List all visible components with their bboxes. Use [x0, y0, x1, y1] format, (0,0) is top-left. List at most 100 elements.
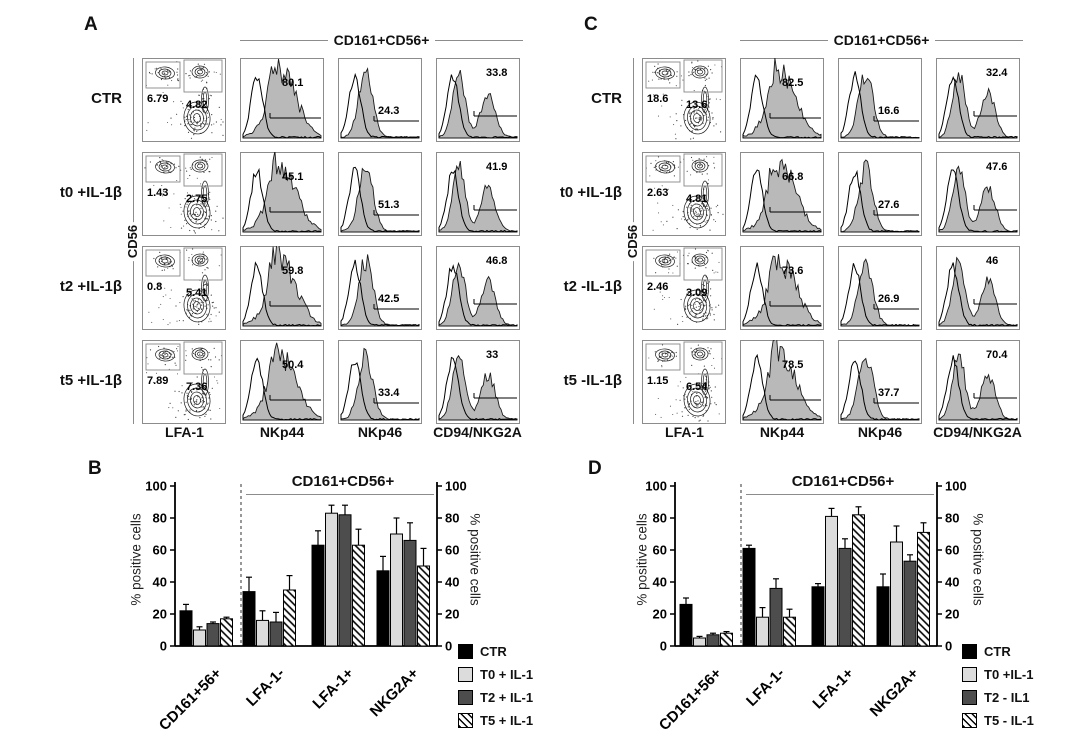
hist-value: 42.5 [378, 293, 399, 305]
bar-CD161+56+-CTR [179, 610, 193, 647]
bar-CD161+56+-T0 + IL-1 [193, 629, 206, 647]
bar-NKG2A+-CTR [376, 570, 390, 647]
ytick-label-right: 100 [445, 479, 467, 494]
hist-value: 33.8 [486, 67, 507, 79]
histogram-plot: 26.9 [838, 246, 922, 330]
legend-swatch [458, 690, 473, 705]
panel-a-letter: A [84, 14, 98, 35]
category-label: CD161+56+ [656, 665, 725, 734]
panel-a-yaxis-label: CD56 [125, 221, 141, 261]
flow-row-label: t2 -IL-1β [563, 278, 622, 295]
legend-swatch [458, 667, 473, 682]
contour-plot: 0.8 5.41 [142, 246, 226, 330]
ytick-label-right: 40 [445, 575, 459, 590]
ytick-label-left: 80 [153, 511, 167, 526]
histogram-plot: 33.4 [338, 340, 422, 424]
gate-value-right: 6.54 [686, 381, 708, 393]
panel-c-letter: C [584, 14, 598, 35]
xaxis-label-lfa1: LFA-1 [165, 424, 204, 440]
bar-LFA-1+-T5 - IL-1 [852, 514, 865, 647]
histogram-plot: 37.7 [838, 340, 922, 424]
legend-swatch [962, 644, 977, 659]
ytick-label-right: 20 [445, 607, 459, 622]
panel-b-bracket-title: CD161+CD56+ [291, 473, 395, 490]
ytick-label-left: 60 [153, 543, 167, 558]
bar-NKG2A+-T0 +IL-1 [890, 541, 903, 647]
ytick-label-right: 60 [945, 543, 959, 558]
panel-a-header-text: CD161+CD56+ [333, 32, 430, 48]
hist-value: 32.4 [986, 67, 1008, 79]
category-label: LFA-1- [743, 665, 788, 710]
gate-value-left: 7.89 [147, 375, 168, 387]
contour-plot: 2.46 3.09 [642, 246, 726, 330]
hist-value: 27.6 [878, 199, 899, 211]
panel-c-yaxis-label: CD56 [625, 221, 641, 261]
ytick-label-left: 0 [660, 639, 667, 654]
hist-value: 73.6 [782, 265, 803, 277]
bar-LFA-1+-CTR [811, 586, 825, 647]
xaxis-label-lfa1: LFA-1 [665, 424, 704, 440]
hist-value: 70.4 [986, 349, 1008, 361]
gate-value-left: 18.6 [647, 93, 668, 105]
bar-CD161+56+-T0 +IL-1 [693, 637, 706, 647]
hist-value: 50.4 [282, 359, 304, 371]
panel-b-legend: CTR T0 + IL-1 T2 + IL-1 T5 + IL-1 [458, 644, 533, 728]
flow-row-label: t5 -IL-1β [563, 372, 622, 389]
ytick-label-right: 80 [445, 511, 459, 526]
hist-value: 24.3 [378, 105, 399, 117]
hist-value: 41.9 [486, 161, 507, 173]
ytick-label-left: 0 [160, 639, 167, 654]
bar-NKG2A+-CTR [876, 586, 890, 647]
ytick-label-left: 20 [153, 607, 167, 622]
histogram-plot: 24.3 [338, 58, 422, 142]
flow-row-label: t2 +IL-1β [59, 278, 122, 295]
flow-row-label: t0 +IL-1β [559, 184, 622, 201]
ytick-label-right: 0 [445, 639, 452, 654]
hist-value: 80.1 [282, 77, 303, 89]
histogram-plot: 73.6 [740, 246, 824, 330]
ytick-label-right: 100 [945, 479, 967, 494]
xaxis-label-nkp44: NKp44 [259, 424, 305, 440]
legend-label: T0 +IL-1 [984, 667, 1034, 682]
bar-CD161+56+-T5 - IL-1 [720, 632, 733, 647]
contour-plot: 1.43 2.75 [142, 152, 226, 236]
header-rule-right [935, 39, 1024, 41]
contour-plot: 2.63 4.81 [642, 152, 726, 236]
histogram-plot: 42.5 [338, 246, 422, 330]
gate-value-right: 5.41 [186, 287, 207, 299]
panel-d-legend: CTR T0 +IL-1 T2 - IL1 T5 - IL-1 [962, 644, 1034, 728]
hist-value: 46 [986, 255, 998, 267]
hist-value: 37.7 [878, 387, 899, 399]
bar-CD161+56+-CTR [679, 603, 693, 647]
histogram-plot: 16.6 [838, 58, 922, 142]
legend-label: T2 + IL-1 [480, 690, 534, 705]
bar-LFA-1+-T0 + IL-1 [325, 512, 338, 647]
panel-c-header: CD161+CD56+ [740, 32, 1024, 48]
bar-CD161+56+-T5 + IL-1 [220, 618, 233, 647]
legend-swatch [962, 667, 977, 682]
ytick-label-left: 100 [145, 479, 167, 494]
hist-value: 59.8 [282, 265, 303, 277]
hist-value: 45.1 [282, 171, 303, 183]
histogram-plot: 47.6 [936, 152, 1020, 236]
panel-b-letter: B [88, 458, 102, 479]
hist-value: 78.5 [782, 359, 803, 371]
histogram-plot: 27.6 [838, 152, 922, 236]
hist-value: 33 [486, 349, 498, 361]
bar-LFA-1--CTR [742, 547, 756, 647]
contour-plot: 1.15 6.54 [642, 340, 726, 424]
legend-label: T0 + IL-1 [480, 667, 534, 682]
category-label: CD161+56+ [156, 665, 225, 734]
ytick-label-right: 80 [945, 511, 959, 526]
bar-NKG2A+-T5 + IL-1 [417, 565, 430, 647]
bar-LFA-1--T5 + IL-1 [283, 589, 296, 647]
gate-value-right: 3.09 [686, 287, 707, 299]
ytick-label-right: 60 [445, 543, 459, 558]
bar-LFA-1--T2 + IL-1 [269, 621, 283, 647]
ytick-label-left: 100 [645, 479, 667, 494]
legend-item: T0 +IL-1 [962, 667, 1034, 682]
histogram-plot: 51.3 [338, 152, 422, 236]
bar-LFA-1--T5 - IL-1 [783, 616, 796, 647]
xaxis-label-cd94nkg2a: CD94/NKG2A [433, 424, 522, 440]
